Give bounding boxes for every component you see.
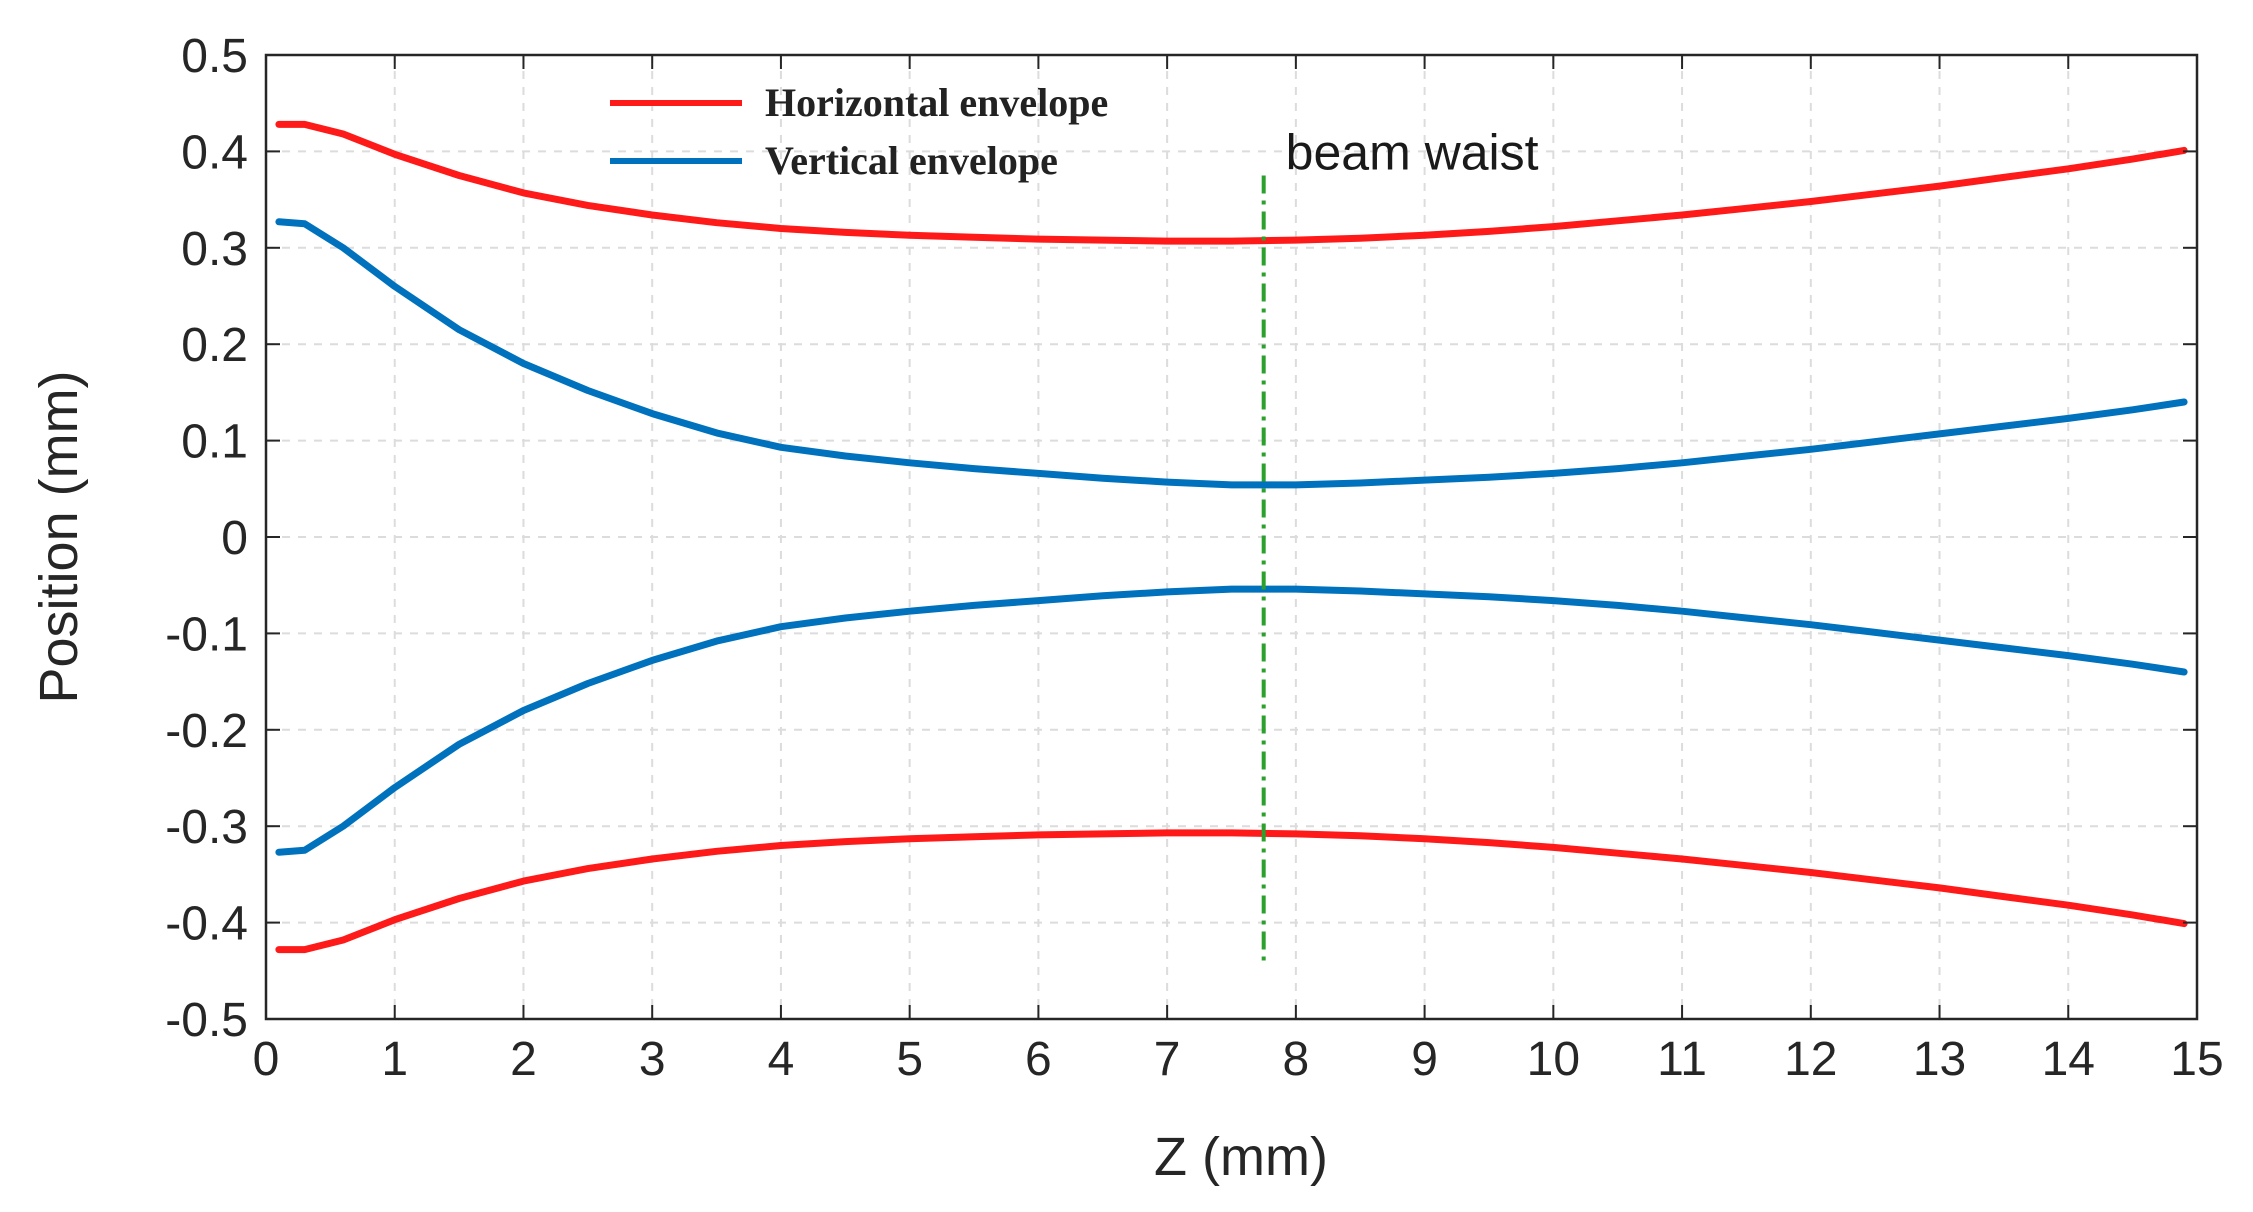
x-tick-label: 12	[1784, 1033, 1837, 1086]
y-tick-label: 0.2	[181, 319, 248, 372]
series-line-3	[275, 585, 2188, 856]
x-tick-label: 3	[639, 1033, 666, 1086]
x-tick-label: 15	[2170, 1033, 2223, 1086]
legend-label-0: Horizontal envelope	[765, 80, 1108, 125]
series-line-1	[275, 829, 2188, 954]
y-axis-label: Position (mm)	[29, 370, 89, 703]
series-line-0	[275, 120, 2188, 245]
series-layer	[275, 120, 2188, 954]
y-tick-label: 0.3	[181, 223, 248, 276]
y-tick-label: 0.1	[181, 416, 248, 469]
y-tick-label: -0.2	[165, 705, 248, 758]
y-tick-label: -0.5	[165, 994, 248, 1047]
x-tick-label: 9	[1411, 1033, 1438, 1086]
x-tick-label: 0	[253, 1033, 280, 1086]
x-tick-label: 10	[1527, 1033, 1580, 1086]
y-tick-label: -0.4	[165, 898, 248, 951]
legend-label-1: Vertical envelope	[765, 138, 1058, 183]
beam-waist-label: beam waist	[1286, 125, 1539, 181]
series-line-2	[275, 218, 2188, 489]
x-tick-label: 8	[1283, 1033, 1310, 1086]
x-tick-label: 5	[896, 1033, 923, 1086]
x-tick-label: 6	[1025, 1033, 1052, 1086]
x-axis-label: Z (mm)	[1154, 1127, 1328, 1187]
x-tick-label: 7	[1154, 1033, 1181, 1086]
y-tick-label: -0.1	[165, 608, 248, 661]
x-tick-label: 14	[2042, 1033, 2095, 1086]
y-tick-label: 0.4	[181, 126, 248, 179]
x-tick-label: 2	[510, 1033, 537, 1086]
y-tick-label: 0.5	[181, 30, 248, 83]
annotation-layer: beam waist	[1261, 125, 1539, 962]
x-tick-label: 4	[768, 1033, 795, 1086]
x-tick-label: 13	[1913, 1033, 1966, 1086]
y-tick-label: -0.3	[165, 801, 248, 854]
ticks-layer: 0 1 2 3 4 5 6 7 8 9 10 11 12 13 14 150.50.40.30.20.10-0…	[165, 30, 2223, 1086]
y-tick-label: 0	[221, 512, 248, 565]
legend: Horizontal envelope Vertical envelope	[610, 80, 1108, 183]
x-tick-label: 1	[381, 1033, 408, 1086]
x-tick-label: 11	[1657, 1033, 1707, 1086]
